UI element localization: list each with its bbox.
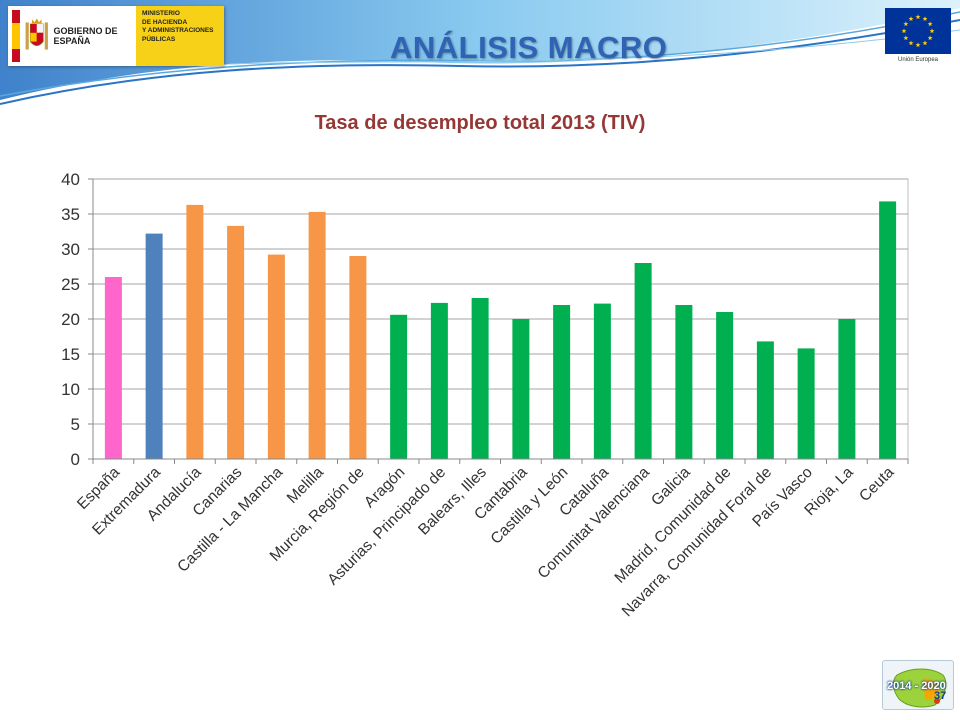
eu-star-icon — [915, 14, 921, 20]
bar-1 — [145, 233, 163, 459]
y-tick-label: 30 — [61, 240, 80, 259]
eu-star-icon — [908, 16, 914, 21]
bar-0 — [104, 277, 122, 459]
eu-logo: Unión Europea — [884, 8, 952, 63]
bar-17 — [797, 348, 815, 459]
bar-11 — [553, 305, 571, 459]
ministry-label: MINISTERIO DE HACIENDA Y ADMINISTRACIONE… — [136, 6, 224, 66]
bar-4 — [267, 254, 285, 459]
bar-8 — [430, 302, 448, 459]
spain-flag-icon — [12, 10, 20, 62]
eu-star-icon — [927, 21, 933, 27]
y-tick-label: 35 — [61, 205, 80, 224]
coat-of-arms-icon — [25, 18, 48, 50]
y-tick-label: 15 — [61, 345, 80, 364]
bar-18 — [838, 319, 856, 459]
bar-15 — [716, 312, 734, 459]
eu-star-icon — [901, 28, 907, 34]
y-tick-label: 0 — [71, 450, 80, 469]
bar-2 — [186, 204, 204, 459]
bar-7 — [390, 314, 408, 459]
programme-label: 2014 - 2020 — [887, 680, 946, 692]
bar-5 — [308, 211, 326, 459]
eu-star-icon — [903, 35, 909, 41]
bar-3 — [227, 225, 245, 459]
x-tick-label: Navarra, Comunidad Foral de — [619, 464, 775, 620]
bar-10 — [512, 319, 530, 459]
slide-title: ANÁLISIS MACRO — [390, 30, 668, 65]
ministry-line: Y ADMINISTRACIONES — [142, 27, 214, 34]
y-tick-label: 25 — [61, 275, 80, 294]
y-tick-label: 10 — [61, 380, 80, 399]
eu-star-icon — [922, 16, 928, 21]
y-tick-label: 5 — [71, 415, 80, 434]
x-tick-label: Ceuta — [856, 464, 898, 506]
eu-flag-icon — [885, 8, 951, 54]
iberia-map-icon — [892, 668, 947, 708]
bar-13 — [634, 263, 652, 459]
eu-star-icon — [922, 40, 928, 46]
bar-9 — [471, 298, 489, 459]
chart-title: Tasa de desempleo total 2013 (TIV) — [314, 112, 646, 134]
ministry-line: DE HACIENDA — [142, 18, 188, 26]
bar-19 — [879, 201, 897, 459]
y-tick-label: 40 — [61, 170, 80, 189]
page-number: 37 — [934, 690, 947, 702]
ministry-line: MINISTERIO — [142, 10, 180, 17]
government-logo: GOBIERNO DE ESPAÑA MINISTERIO DE HACIEND… — [8, 6, 224, 66]
ministry-line: PÚBLICAS — [142, 35, 176, 43]
bar-12 — [593, 303, 611, 459]
government-label: GOBIERNO DE ESPAÑA — [53, 26, 118, 46]
eu-star-icon — [927, 35, 933, 41]
eu-star-icon — [908, 40, 914, 46]
bar-14 — [675, 305, 693, 459]
y-tick-label: 20 — [61, 310, 80, 329]
eu-star-icon — [929, 28, 935, 34]
bar-16 — [756, 341, 774, 459]
header-wave-decoration — [0, 0, 960, 105]
eu-caption: Unión Europea — [897, 57, 939, 63]
bar-6 — [349, 256, 367, 459]
eu-star-icon — [915, 42, 921, 48]
eu-star-icon — [903, 21, 909, 27]
programme-logo: 2014 - 2020 — [882, 660, 954, 710]
